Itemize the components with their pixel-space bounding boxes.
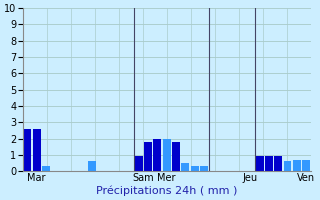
- Bar: [265, 156, 273, 171]
- Bar: [42, 166, 50, 171]
- Bar: [284, 161, 292, 171]
- Bar: [172, 142, 180, 171]
- Bar: [200, 166, 208, 171]
- Bar: [191, 166, 198, 171]
- Bar: [256, 156, 264, 171]
- Bar: [23, 129, 31, 171]
- Bar: [163, 139, 171, 171]
- Bar: [144, 142, 152, 171]
- Bar: [274, 156, 282, 171]
- Bar: [181, 163, 189, 171]
- Bar: [33, 129, 41, 171]
- Bar: [293, 160, 301, 171]
- X-axis label: Précipitations 24h ( mm ): Précipitations 24h ( mm ): [96, 185, 237, 196]
- Bar: [88, 161, 96, 171]
- Bar: [302, 160, 310, 171]
- Bar: [154, 139, 161, 171]
- Bar: [135, 156, 143, 171]
